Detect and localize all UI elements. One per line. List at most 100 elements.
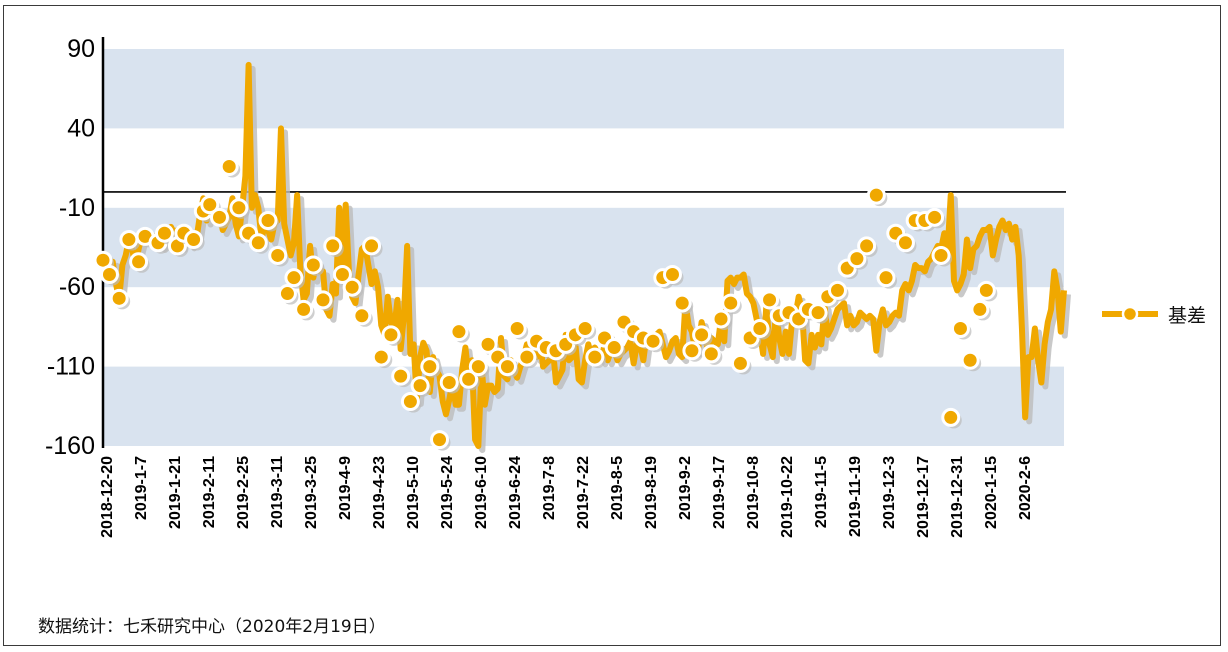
- x-tick-label: 2020-2-6: [1017, 456, 1034, 520]
- data-point: [219, 157, 239, 177]
- data-point: [439, 372, 459, 392]
- data-point: [682, 341, 702, 361]
- data-point: [258, 211, 278, 231]
- data-point: [750, 318, 770, 338]
- data-point: [332, 264, 352, 284]
- data-point: [449, 322, 469, 342]
- data-point: [970, 299, 990, 319]
- x-tick-label: 2019-5-24: [439, 456, 456, 529]
- data-point: [430, 430, 450, 450]
- x-tick-label: 2019-8-5: [609, 456, 626, 520]
- data-point: [209, 207, 229, 227]
- data-point: [808, 303, 828, 323]
- data-point: [200, 195, 220, 215]
- x-tick-label: 2019-10-8: [745, 456, 762, 529]
- x-tick-label: 2019-3-11: [269, 456, 286, 528]
- legend: 基差: [1102, 302, 1207, 327]
- data-point: [643, 331, 663, 351]
- data-point: [410, 376, 430, 396]
- x-tick-label: 2019-10-22: [779, 456, 796, 538]
- source-footnote: 数据统计：七禾研究中心（2020年2月19日）: [38, 617, 386, 637]
- data-point: [109, 288, 129, 308]
- data-point: [478, 334, 498, 354]
- data-point: [931, 245, 951, 265]
- x-tick-label: 2019-2-25: [235, 456, 252, 529]
- data-point: [154, 223, 174, 243]
- data-point: [381, 325, 401, 345]
- y-tick-label: -60: [59, 273, 95, 301]
- x-tick-label: 2019-3-25: [303, 456, 320, 529]
- data-point: [941, 407, 961, 427]
- data-point: [575, 318, 595, 338]
- data-point: [119, 230, 139, 250]
- data-point: [672, 293, 692, 313]
- data-point: [517, 347, 537, 367]
- x-tick-label: 2019-6-10: [473, 456, 490, 529]
- data-point: [701, 344, 721, 364]
- data-point: [400, 392, 420, 412]
- data-point: [895, 233, 915, 253]
- data-point: [99, 264, 119, 284]
- data-point: [760, 290, 780, 310]
- y-tick-label: 90: [67, 35, 95, 63]
- x-tick-label: 2019-1-21: [167, 456, 184, 529]
- data-point: [847, 249, 867, 269]
- data-point: [294, 299, 314, 319]
- data-point: [507, 318, 527, 338]
- data-point: [268, 245, 288, 265]
- data-point: [721, 293, 741, 313]
- data-point: [459, 369, 479, 389]
- data-point: [303, 255, 323, 275]
- x-tick-label: 2019-8-19: [643, 456, 660, 529]
- x-tick-label: 2019-11-19: [847, 456, 864, 537]
- data-point: [284, 268, 304, 288]
- x-tick-label: 2019-2-11: [201, 456, 218, 528]
- data-point: [711, 309, 731, 329]
- data-point: [604, 338, 624, 358]
- x-tick-label: 2019-11-5: [813, 456, 830, 528]
- x-tick-label: 2019-12-3: [881, 456, 898, 529]
- legend-swatch: [1102, 305, 1158, 323]
- x-tick-label: 2019-12-31: [949, 456, 966, 538]
- data-point: [277, 284, 297, 304]
- x-tick-label: 2019-7-22: [575, 456, 592, 529]
- data-point: [730, 353, 750, 373]
- data-point: [585, 347, 605, 367]
- data-point: [371, 347, 391, 367]
- y-tick-label: 40: [67, 114, 95, 142]
- x-tick-label: 2018-12-20: [99, 456, 116, 538]
- data-point: [323, 236, 343, 256]
- data-point: [866, 185, 886, 205]
- data-point: [925, 207, 945, 227]
- x-tick-label: 2019-7-8: [541, 456, 558, 520]
- x-tick-label: 2019-9-2: [677, 456, 694, 520]
- data-point: [420, 357, 440, 377]
- series-line: [100, 61, 1067, 449]
- data-point: [828, 280, 848, 300]
- y-tick-label: -160: [45, 432, 95, 460]
- x-tick-label: 2019-6-24: [507, 456, 524, 529]
- data-point: [391, 366, 411, 386]
- grid-band: [103, 49, 1064, 129]
- data-point: [184, 230, 204, 250]
- data-point: [468, 357, 488, 377]
- data-point: [950, 318, 970, 338]
- data-point: [960, 350, 980, 370]
- y-tick-label: -10: [59, 194, 95, 222]
- legend-label: 基差: [1168, 304, 1207, 327]
- x-tick-label: 2019-9-17: [711, 456, 728, 529]
- x-tick-label: 2019-1-7: [133, 456, 150, 520]
- data-point: [342, 277, 362, 297]
- x-tick-label: 2019-5-10: [405, 456, 422, 529]
- data-point: [362, 236, 382, 256]
- data-point: [662, 264, 682, 284]
- data-point: [313, 290, 333, 310]
- data-point: [497, 357, 517, 377]
- data-point: [352, 306, 372, 326]
- x-tick-label: 2020-1-15: [983, 456, 1000, 529]
- y-tick-label: -110: [47, 353, 95, 381]
- x-tick-label: 2019-4-9: [337, 456, 354, 520]
- x-tick-label: 2019-4-23: [371, 456, 388, 529]
- data-point: [229, 198, 249, 218]
